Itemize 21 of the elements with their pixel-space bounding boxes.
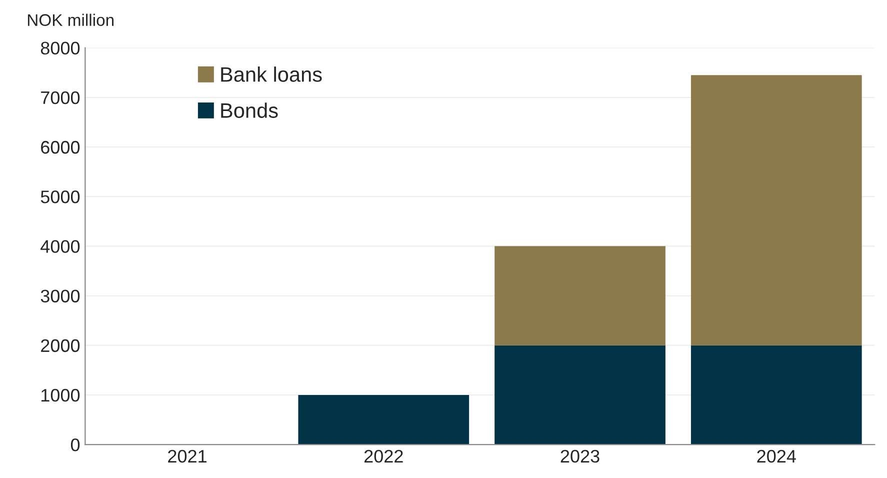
y-tick-label: 5000 [40, 190, 80, 204]
legend-label: Bonds [221, 102, 278, 118]
legend-label: Bank loans [221, 66, 322, 82]
x-tick-label: 2021 [168, 450, 206, 463]
y-tick-label: 3000 [40, 290, 80, 302]
x-tick-label: 2024 [757, 450, 796, 463]
y-axis-title: NOK million [28, 14, 114, 26]
bar [298, 394, 470, 445]
bar [494, 246, 666, 346]
bar [690, 345, 862, 445]
y-tick-label: 1000 [42, 388, 80, 402]
y-tick-label: 8000 [40, 42, 80, 55]
y-tick-label: 0 [70, 438, 80, 452]
y-tick-label: 4000 [40, 240, 80, 253]
x-tick-label: 2023 [560, 450, 600, 463]
y-tick-label: 6000 [41, 140, 80, 154]
y-tick-label: 7000 [41, 91, 80, 104]
x-tick-label: 2022 [364, 450, 403, 463]
bar [494, 345, 666, 445]
y-tick-label: 2000 [41, 339, 80, 352]
bar [690, 75, 862, 346]
